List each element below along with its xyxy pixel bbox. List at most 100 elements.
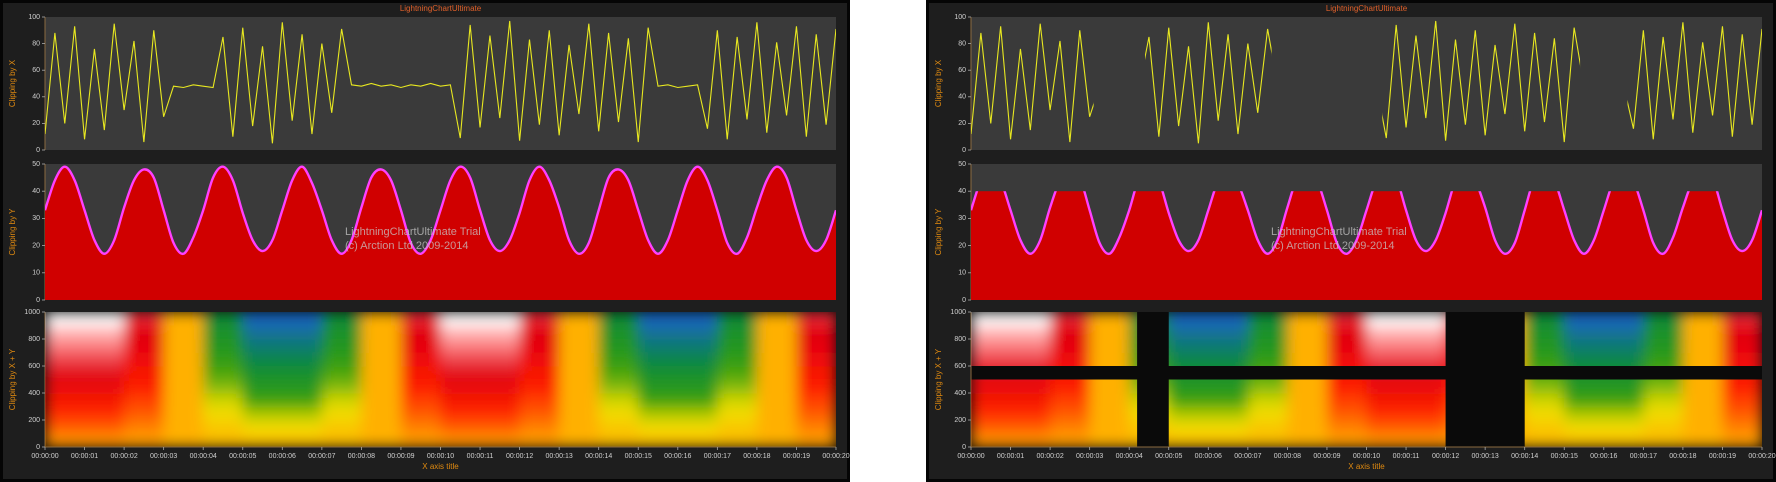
watermark: (c) Arction Ltd 2009-2014 xyxy=(345,240,469,252)
heatmap-cell xyxy=(1485,379,1526,394)
heatmap-cell xyxy=(1682,352,1723,367)
heatmap-cell xyxy=(45,406,86,421)
heatmap-cell xyxy=(971,339,1012,353)
heatmap-cell xyxy=(971,420,1012,434)
y-tick-label: 30 xyxy=(32,215,40,222)
x-tick-label: 00:00:03 xyxy=(1076,453,1103,460)
heatmap-cell xyxy=(1722,406,1762,421)
heatmap-cell xyxy=(677,393,718,407)
heatmap-cell xyxy=(1129,420,1170,434)
heatmap-cell xyxy=(1089,339,1130,353)
x-axis-title: X axis title xyxy=(422,462,459,471)
heatmap-cell xyxy=(1406,393,1447,407)
heatmap-cell xyxy=(84,352,125,367)
heatmap-cell xyxy=(598,352,639,367)
heatmap-cell xyxy=(1326,312,1367,326)
heatmap-cell xyxy=(1050,433,1091,447)
heatmap-cell xyxy=(559,433,600,447)
heatmap-cell xyxy=(796,393,836,407)
heatmap-cell xyxy=(796,433,836,447)
heatmap-cell xyxy=(1326,393,1367,407)
heatmap-cell xyxy=(1168,433,1209,447)
heatmap-cell xyxy=(1564,339,1605,353)
heatmap-cell xyxy=(1326,352,1367,367)
x-tick-label: 00:00:12 xyxy=(1432,453,1459,460)
heatmap-cell xyxy=(1010,352,1051,367)
heatmap-cell xyxy=(1564,325,1605,340)
heatmap-cell xyxy=(598,420,639,434)
heatmap-cell xyxy=(1406,312,1447,326)
x-tick-label: 00:00:03 xyxy=(150,453,177,460)
y-tick-label: 0 xyxy=(962,444,966,451)
heatmap-cell xyxy=(321,420,362,434)
heatmap-cell xyxy=(163,420,204,434)
heatmap-cell xyxy=(400,433,441,447)
heatmap-cell xyxy=(971,433,1012,447)
heatmap-cell xyxy=(400,420,441,434)
heatmap-cell xyxy=(203,339,244,353)
heatmap-cell xyxy=(1524,420,1565,434)
heatmap-cell xyxy=(1406,433,1447,447)
heatmap-cell xyxy=(519,339,560,353)
heatmap-cell xyxy=(1603,352,1644,367)
heatmap-cell xyxy=(1524,312,1565,326)
heatmap-cell xyxy=(124,433,165,447)
heatmap-cell xyxy=(717,352,758,367)
heatmap-cell xyxy=(1564,393,1605,407)
heatmap-cell xyxy=(638,393,679,407)
heatmap-cell xyxy=(1485,339,1526,353)
heatmap-cell xyxy=(1326,420,1367,434)
heatmap-cell xyxy=(163,339,204,353)
heatmap-cell xyxy=(480,379,521,394)
heatmap-cell xyxy=(203,379,244,394)
heatmap-cell xyxy=(480,366,521,380)
heatmap-cell xyxy=(84,366,125,380)
heatmap-cell xyxy=(638,352,679,367)
heatmap-cell xyxy=(45,379,86,394)
y-tick-label: 40 xyxy=(958,94,966,101)
series-group xyxy=(971,165,1762,300)
heatmap-cell xyxy=(361,366,402,380)
heatmap-cell xyxy=(1208,352,1249,367)
heatmap-cell xyxy=(1010,366,1051,380)
heatmap-cell xyxy=(1050,420,1091,434)
heatmap-cell xyxy=(756,433,797,447)
heatmap-cell xyxy=(638,420,679,434)
heatmap-cell xyxy=(1603,366,1644,380)
heatmap-cell xyxy=(440,325,481,340)
heatmap-cell xyxy=(1287,379,1328,394)
heatmap-cell xyxy=(1722,393,1762,407)
heatmap-cell xyxy=(1208,433,1249,447)
heatmap-cell xyxy=(84,393,125,407)
heatmap-cell xyxy=(677,312,718,326)
x-tick-label: 00:00:20 xyxy=(1748,453,1775,460)
y-axis-title: Clipping by Y xyxy=(8,208,17,256)
heatmap-cell xyxy=(1089,325,1130,340)
x-tick-label: 00:00:18 xyxy=(743,453,770,460)
heatmap-cell xyxy=(1524,352,1565,367)
heatmap-cell xyxy=(1643,366,1684,380)
heatmap-cell xyxy=(1722,325,1762,340)
heatmap-cell xyxy=(1326,379,1367,394)
heatmap-cell xyxy=(1603,406,1644,421)
series-group xyxy=(45,165,836,300)
heatmap-cell xyxy=(519,312,560,326)
x-tick-label: 00:00:12 xyxy=(506,453,533,460)
x-tick-label: 00:00:06 xyxy=(1195,453,1222,460)
x-axis-title: X axis title xyxy=(1348,462,1385,471)
heatmap-cell xyxy=(321,366,362,380)
heatmap-cell xyxy=(1129,352,1170,367)
heatmap-cell xyxy=(1010,393,1051,407)
heatmap-cell xyxy=(559,312,600,326)
y-tick-label: 60 xyxy=(958,67,966,74)
heatmap-cell xyxy=(1089,312,1130,326)
y-tick-label: 800 xyxy=(28,336,40,343)
heatmap-cell xyxy=(1287,420,1328,434)
heatmap-cell xyxy=(559,325,600,340)
heatmap-cell xyxy=(45,339,86,353)
x-tick-label: 00:00:18 xyxy=(1669,453,1696,460)
y-axis-title: Clipping by X + Y xyxy=(934,348,943,410)
heatmap-cell xyxy=(163,379,204,394)
heatmap-cell xyxy=(1010,433,1051,447)
heatmap-cell xyxy=(1168,339,1209,353)
